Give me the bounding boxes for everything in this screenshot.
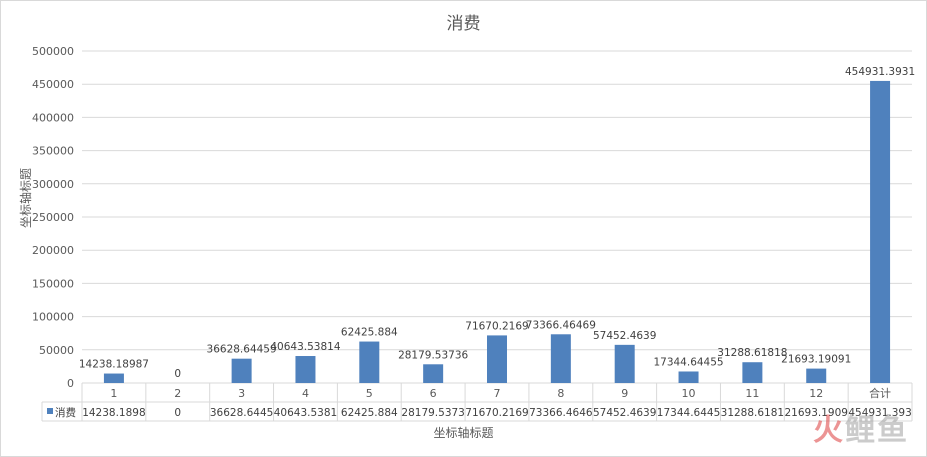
x-tick-label: 10: [682, 387, 696, 400]
bar: [295, 356, 316, 383]
data-label: 57452.4639: [593, 330, 656, 342]
y-tick-label: 350000: [32, 145, 74, 158]
watermark-logo: 火鲤鱼: [813, 413, 909, 448]
x-tick-label: 2: [174, 387, 181, 400]
legend-key: [47, 408, 53, 414]
data-label: 71670.2169: [465, 320, 528, 332]
table-cell-value: 14238.1898: [82, 407, 145, 419]
x-axis-title: 坐标轴标题: [433, 426, 494, 440]
x-tick-label: 4: [302, 387, 309, 400]
data-label: 31288.61818: [717, 347, 787, 359]
data-label: 21693.19091: [781, 354, 851, 366]
data-label: 62425.884: [341, 327, 398, 339]
y-tick-label: 400000: [32, 111, 74, 124]
x-tick-label: 9: [621, 387, 628, 400]
data-label: 17344.64455: [653, 356, 723, 368]
bar: [742, 362, 763, 383]
chart-title: 消费: [446, 14, 481, 34]
bar: [231, 358, 252, 383]
y-tick-label: 50000: [39, 344, 74, 357]
bar: [614, 344, 635, 383]
x-tick-label: 3: [238, 387, 245, 400]
data-label: 14238.18987: [79, 359, 149, 371]
table-cell-value: 62425.884: [341, 407, 398, 419]
x-tick-label: 5: [366, 387, 373, 400]
y-tick-label: 200000: [32, 244, 74, 257]
y-tick-label: 250000: [32, 211, 74, 224]
x-tick-label: 7: [494, 387, 501, 400]
data-label: 40643.53814: [270, 341, 340, 353]
y-tick-label: 0: [67, 377, 74, 390]
x-tick-label: 1: [110, 387, 117, 400]
x-tick-label: 12: [809, 387, 823, 400]
bar: [423, 364, 444, 383]
bar: [870, 80, 891, 384]
table-cell-value: 40643.5381: [274, 407, 337, 419]
y-tick-label: 300000: [32, 178, 74, 191]
legend-series-name: 消费: [55, 406, 76, 419]
bar: [550, 334, 571, 383]
data-label: 73366.46469: [526, 319, 596, 331]
data-label: 36628.64459: [207, 344, 277, 356]
x-tick-label: 11: [745, 387, 759, 400]
bar: [487, 335, 507, 383]
table-cell-value: 17344.6445: [657, 407, 720, 419]
table-cell-value: 21693.1909: [784, 407, 847, 419]
bar: [806, 368, 827, 383]
x-tick-label: 合计: [869, 386, 891, 400]
table-cell-value: 31288.6181: [721, 407, 784, 419]
table-cell-value: 454931.393: [848, 407, 911, 419]
table-cell-value: 71670.2169: [465, 407, 528, 419]
table-cell-value: 57452.4639: [593, 407, 656, 419]
bar: [678, 371, 699, 383]
x-tick-label: 8: [557, 387, 564, 400]
data-label: 0: [174, 368, 181, 380]
table-cell-value: 28179.5373: [401, 407, 464, 419]
data-label: 28179.53736: [398, 349, 468, 361]
y-tick-label: 100000: [32, 311, 74, 324]
y-tick-label: 500000: [32, 45, 74, 58]
y-tick-label: 150000: [32, 277, 74, 290]
table-cell-value: 36628.6445: [210, 407, 273, 419]
x-tick-label: 6: [430, 387, 437, 400]
bar: [359, 341, 380, 383]
bar: [103, 373, 124, 383]
table-cell-value: 73366.4646: [529, 407, 593, 419]
table-cell-value: 0: [174, 407, 181, 419]
data-label: 454931.3931: [845, 66, 915, 78]
y-tick-label: 450000: [32, 78, 74, 91]
